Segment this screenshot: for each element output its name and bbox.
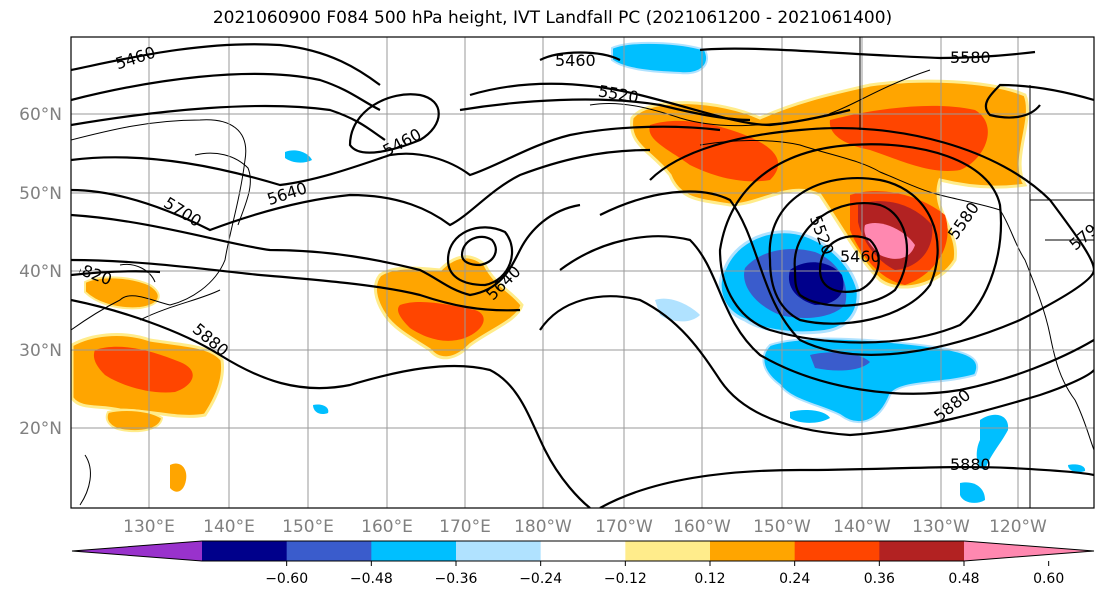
lon-label: 170°W <box>595 517 653 537</box>
lon-label: 150°W <box>753 517 811 537</box>
colorbar-tick-label: −0.48 <box>350 571 393 587</box>
contour-big-3 <box>599 190 1094 356</box>
contour-low-ring1 <box>460 235 497 267</box>
colorbar-tick-label: −0.24 <box>519 571 562 587</box>
colorbar-swatch <box>710 541 796 561</box>
colorbar-tick-label: 0.12 <box>694 571 725 587</box>
contour-5880-south <box>599 465 1094 508</box>
contour-low-b <box>793 202 909 307</box>
contour-5580-top <box>699 47 1036 60</box>
contour-5880-west <box>71 298 591 508</box>
shade-negative-small5 <box>1068 464 1086 473</box>
colorbar-outline <box>71 540 1095 562</box>
lon-label: 160°E <box>361 517 413 537</box>
plot-frame <box>70 36 1095 509</box>
shade-negative-se2 <box>960 482 985 503</box>
colorbar-tick-label: −0.12 <box>604 571 647 587</box>
contour-5880-east <box>539 295 1094 437</box>
graticule <box>71 37 1094 508</box>
colorbar-swatch <box>540 541 626 561</box>
lon-label: 180°W <box>514 517 572 537</box>
lat-label: 30°N <box>19 341 62 361</box>
colorbar-swatch <box>456 541 542 561</box>
lat-label: 50°N <box>19 184 62 204</box>
contour-5520 <box>71 72 851 127</box>
contour-big-1 <box>718 143 1002 344</box>
contour-low-5460-a <box>818 235 880 293</box>
lon-label: 130°W <box>912 517 970 537</box>
contour-label: 5880 <box>950 455 991 474</box>
shade-negative-small1 <box>790 410 830 423</box>
shade-positive-alaska-inner2 <box>829 105 988 171</box>
colorbar: −0.60 −0.48 −0.36 −0.24 −0.12 0.12 0.24 0.36 0.4… <box>71 540 1095 587</box>
lon-label: 160°W <box>673 517 731 537</box>
shade-negative-inner <box>788 262 844 305</box>
longitude-labels: 130°E 140°E 150°E 160°E 170°E 180°W 170°… <box>123 517 1047 537</box>
contour-5700 <box>71 148 651 232</box>
contour-5460-closed <box>348 93 440 154</box>
colorbar-swatch <box>625 541 711 561</box>
shade-negative-south-inner <box>810 352 870 371</box>
lon-label: 140°W <box>833 517 891 537</box>
contour-5640 <box>71 125 721 187</box>
colorbar-tick-label: 0.60 <box>1033 571 1064 587</box>
contour-low-ring2 <box>446 226 514 287</box>
contour-label: 5580 <box>950 48 991 67</box>
colorbar-swatch <box>794 541 880 561</box>
shade-positive-west3 <box>105 409 164 433</box>
colorbar-tick-label: 0.48 <box>948 571 979 587</box>
colorbar-swatch <box>202 541 288 561</box>
shade-positive-alaska-inner1 <box>649 120 779 182</box>
colorbar-tick-label: −0.60 <box>265 571 308 587</box>
lon-label: 170°E <box>439 517 491 537</box>
lat-label: 60°N <box>19 105 62 125</box>
colorbar-swatch <box>286 541 372 561</box>
lon-label: 150°E <box>282 517 334 537</box>
contour-label: 5460 <box>840 247 881 266</box>
colorbar-extend-max <box>964 541 1094 561</box>
contour-low-c <box>768 177 939 325</box>
colorbar-swatch <box>879 541 965 561</box>
lon-label: 130°E <box>123 517 175 537</box>
contour-cutoff-2 <box>71 258 521 312</box>
colorbar-swatch <box>371 541 457 561</box>
colorbar-extend-min <box>72 541 202 561</box>
chart-title: 2021060900 F084 500 hPa height, IVT Land… <box>212 8 893 28</box>
contour-5460-top <box>71 43 621 86</box>
contour-label: 5460 <box>555 51 596 70</box>
lon-label: 140°E <box>203 517 255 537</box>
colorbar-tick-label: 0.36 <box>864 571 895 587</box>
shade-positive-west1 <box>84 276 160 310</box>
shade-negative-top <box>611 41 708 75</box>
contour-cutoff-1 <box>71 203 581 297</box>
shade-positive-central-inner <box>398 302 484 341</box>
contour-big-2 <box>649 126 1094 271</box>
height-contours <box>71 43 1094 508</box>
shade-negative-small3 <box>285 150 312 163</box>
latitude-labels: 60°N 50°N 40°N 30°N 20°N <box>19 105 62 439</box>
contour-5580-a <box>71 98 751 141</box>
lon-label: 120°W <box>989 517 1047 537</box>
lat-label: 20°N <box>19 419 62 439</box>
shade-negative-small4 <box>313 404 329 415</box>
contour-5820-west <box>71 270 161 277</box>
contour-5580-right <box>984 83 1094 119</box>
colorbar-tick-label: 0.24 <box>779 571 810 587</box>
shade-positive-west2-inner <box>93 346 193 393</box>
colorbar-tick-label: −0.36 <box>435 571 478 587</box>
lat-label: 40°N <box>19 262 62 282</box>
shade-negative-se <box>976 414 1009 470</box>
contour-big-4 <box>559 235 1094 395</box>
shade-positive-small <box>170 463 187 492</box>
